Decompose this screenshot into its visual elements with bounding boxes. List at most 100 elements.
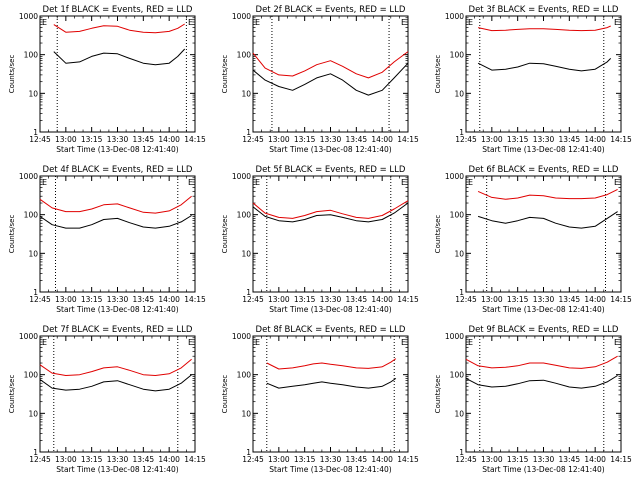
plot-frame <box>465 175 622 293</box>
x-tick-label: 14:15 <box>184 295 206 304</box>
corner-label: E <box>401 178 406 187</box>
x-tick-label: 13:15 <box>294 295 316 304</box>
x-tick-label: 14:15 <box>610 295 632 304</box>
corner-label: E <box>255 178 260 187</box>
y-tick-label: 1000 <box>19 12 38 21</box>
y-tick-label: 1 <box>33 448 38 457</box>
y-axis-label: Counts/sec <box>221 375 229 414</box>
detector-panel: Det 8f BLACK = Events, RED = LLD 1 10 100 10… <box>221 325 419 474</box>
x-tick-label: 12:45 <box>242 135 264 144</box>
plot-frame <box>39 335 196 453</box>
y-axis-label: Counts/sec <box>221 215 229 254</box>
y-axis-label: Counts/sec <box>434 55 442 94</box>
x-tick-label: 14:00 <box>158 135 180 144</box>
y-tick-label: 100 <box>24 51 39 60</box>
lld-series-line <box>266 358 397 370</box>
events-series-line <box>252 62 409 96</box>
lld-series-line <box>252 200 409 219</box>
corner-label: E <box>42 178 47 187</box>
events-series-line <box>477 58 612 72</box>
y-tick-label: 10 <box>28 409 38 418</box>
panel-title: Det 4f BLACK = Events, RED = LLD <box>43 165 193 175</box>
y-axis-label: Counts/sec <box>221 55 229 94</box>
x-tick-label: 12:45 <box>455 135 477 144</box>
plot-frame <box>252 335 409 453</box>
x-tick-label: 14:15 <box>610 135 632 144</box>
x-axis-label: Start Time (13-Dec-08 12:41:40) <box>56 465 178 474</box>
panel-title: Det 7f BLACK = Events, RED = LLD <box>43 325 193 335</box>
y-tick-label: 1000 <box>445 332 464 341</box>
y-tick-label: 1000 <box>445 12 464 21</box>
y-tick-label: 100 <box>450 211 465 220</box>
y-tick-label: 1 <box>459 128 464 137</box>
y-tick-label: 10 <box>241 249 251 258</box>
y-tick-label: 100 <box>237 211 252 220</box>
x-tick-label: 14:00 <box>584 455 606 464</box>
x-tick-label: 13:45 <box>133 455 155 464</box>
plot-frame <box>252 175 409 293</box>
y-tick-label: 1 <box>246 448 251 457</box>
y-axis-label: Counts/sec <box>434 215 442 254</box>
y-tick-label: 1 <box>246 288 251 297</box>
x-tick-label: 14:00 <box>584 295 606 304</box>
corner-label: E <box>614 338 619 347</box>
x-axis-label: Start Time (13-Dec-08 12:41:40) <box>269 145 391 154</box>
x-tick-label: 14:00 <box>371 135 393 144</box>
events-series-line <box>39 374 192 392</box>
corner-label: E <box>468 18 473 27</box>
detector-panel: Det 7f BLACK = Events, RED = LLD 1 10 100 10… <box>8 325 206 474</box>
y-tick-label: 1000 <box>232 172 251 181</box>
x-tick-label: 13:30 <box>107 455 129 464</box>
y-tick-label: 1 <box>33 288 38 297</box>
detector-panel: Det 1f BLACK = Events, RED = LLD 1 10 100 10… <box>8 5 206 154</box>
corner-label: E <box>188 178 193 187</box>
detector-panel: Det 2f BLACK = Events, RED = LLD 1 10 100 10… <box>221 5 419 154</box>
events-series-line <box>477 211 618 229</box>
x-tick-label: 12:45 <box>242 455 264 464</box>
events-series-line <box>53 48 186 66</box>
detector-panel: Det 6f BLACK = Events, RED = LLD 1 10 100 10… <box>434 165 632 314</box>
x-tick-label: 13:00 <box>55 135 77 144</box>
x-tick-label: 13:15 <box>294 455 316 464</box>
events-series-line <box>39 215 192 229</box>
detector-panel: Det 5f BLACK = Events, RED = LLD 1 10 100 10… <box>221 165 419 314</box>
x-tick-label: 12:45 <box>29 135 51 144</box>
x-axis-label: Start Time (13-Dec-08 12:41:40) <box>56 145 178 154</box>
x-tick-label: 12:45 <box>455 455 477 464</box>
x-tick-label: 13:30 <box>533 135 555 144</box>
corner-label: E <box>468 178 473 187</box>
x-tick-label: 13:00 <box>268 455 290 464</box>
x-axis-label: Start Time (13-Dec-08 12:41:40) <box>482 305 604 314</box>
x-tick-label: 14:00 <box>371 455 393 464</box>
panel-title: Det 9f BLACK = Events, RED = LLD <box>469 325 619 335</box>
y-tick-label: 100 <box>450 371 465 380</box>
y-axis-label: Counts/sec <box>434 375 442 414</box>
y-tick-label: 100 <box>24 211 39 220</box>
y-tick-label: 1000 <box>232 12 251 21</box>
x-tick-label: 13:45 <box>346 295 368 304</box>
y-tick-label: 1 <box>33 128 38 137</box>
panel-title: Det 6f BLACK = Events, RED = LLD <box>469 165 619 175</box>
corner-label: E <box>401 338 406 347</box>
x-tick-label: 13:00 <box>55 295 77 304</box>
y-axis-label: Counts/sec <box>8 375 16 414</box>
x-tick-label: 14:15 <box>397 135 419 144</box>
panel-title: Det 8f BLACK = Events, RED = LLD <box>256 325 406 335</box>
lld-series-line <box>53 23 185 34</box>
corner-label: E <box>614 18 619 27</box>
plot-frame <box>39 175 196 293</box>
x-tick-label: 13:00 <box>55 455 77 464</box>
lld-series-line <box>465 355 618 369</box>
x-tick-label: 13:15 <box>81 135 103 144</box>
corner-label: E <box>42 18 47 27</box>
detector-panel: Det 9f BLACK = Events, RED = LLD 1 10 100 10… <box>434 325 632 474</box>
y-tick-label: 10 <box>28 249 38 258</box>
y-tick-label: 1000 <box>232 332 251 341</box>
events-series-line <box>266 377 397 389</box>
x-tick-label: 13:30 <box>107 135 129 144</box>
panel-title: Det 5f BLACK = Events, RED = LLD <box>256 165 406 175</box>
x-tick-label: 12:45 <box>455 295 477 304</box>
y-axis-label: Counts/sec <box>8 215 16 254</box>
corner-label: E <box>614 178 619 187</box>
